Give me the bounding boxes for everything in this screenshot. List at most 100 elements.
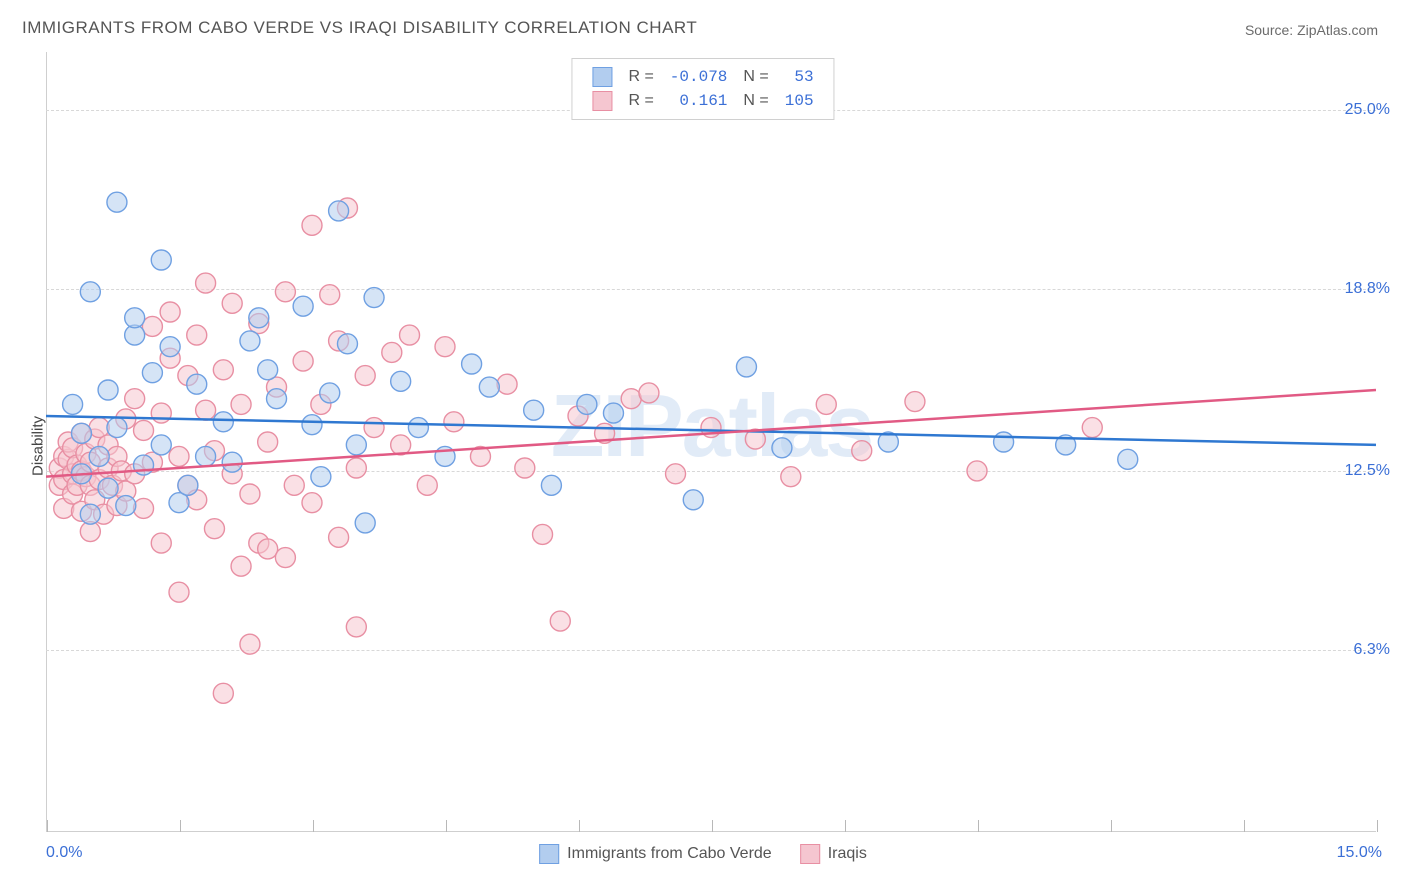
data-point-cabo bbox=[249, 308, 269, 328]
data-point-iraqi bbox=[905, 392, 925, 412]
data-point-iraqi bbox=[169, 446, 189, 466]
data-point-cabo bbox=[320, 383, 340, 403]
data-point-cabo bbox=[187, 374, 207, 394]
data-point-iraqi bbox=[284, 475, 304, 495]
data-point-cabo bbox=[98, 380, 118, 400]
chart-title: IMMIGRANTS FROM CABO VERDE VS IRAQI DISA… bbox=[22, 18, 697, 38]
data-point-cabo bbox=[577, 394, 597, 414]
legend-n-value: 105 bbox=[777, 89, 822, 113]
data-point-cabo bbox=[329, 201, 349, 221]
data-point-iraqi bbox=[275, 282, 295, 302]
data-point-iraqi bbox=[302, 215, 322, 235]
data-point-iraqi bbox=[329, 527, 349, 547]
x-axis-min-label: 0.0% bbox=[46, 844, 82, 862]
data-point-cabo bbox=[258, 360, 278, 380]
data-point-iraqi bbox=[293, 351, 313, 371]
data-point-iraqi bbox=[151, 403, 171, 423]
data-point-cabo bbox=[346, 435, 366, 455]
data-point-iraqi bbox=[417, 475, 437, 495]
data-point-iraqi bbox=[346, 458, 366, 478]
source-link[interactable]: ZipAtlas.com bbox=[1297, 22, 1378, 38]
data-point-cabo bbox=[178, 475, 198, 495]
data-point-iraqi bbox=[444, 412, 464, 432]
legend-series-name: Iraqis bbox=[828, 845, 867, 863]
data-point-iraqi bbox=[160, 302, 180, 322]
data-point-iraqi bbox=[134, 420, 154, 440]
data-point-cabo bbox=[116, 496, 136, 516]
data-point-iraqi bbox=[213, 683, 233, 703]
data-point-cabo bbox=[213, 412, 233, 432]
legend-r-label: R = bbox=[620, 89, 661, 113]
data-point-iraqi bbox=[231, 394, 251, 414]
data-point-cabo bbox=[107, 418, 127, 438]
data-point-cabo bbox=[736, 357, 756, 377]
data-point-cabo bbox=[311, 467, 331, 487]
data-point-cabo bbox=[293, 296, 313, 316]
data-point-iraqi bbox=[196, 273, 216, 293]
chart-canvas bbox=[46, 52, 1376, 832]
data-point-iraqi bbox=[204, 519, 224, 539]
data-point-iraqi bbox=[240, 484, 260, 504]
data-point-cabo bbox=[142, 363, 162, 383]
swatch-icon bbox=[539, 844, 559, 864]
data-point-iraqi bbox=[125, 389, 145, 409]
legend-r-value: 0.161 bbox=[662, 89, 736, 113]
data-point-iraqi bbox=[346, 617, 366, 637]
data-point-iraqi bbox=[134, 498, 154, 518]
data-point-cabo bbox=[63, 394, 83, 414]
legend-row-iraqi: R =0.161N =105 bbox=[584, 89, 821, 113]
data-point-iraqi bbox=[364, 418, 384, 438]
data-point-cabo bbox=[267, 389, 287, 409]
correlation-legend: R =-0.078N =53R =0.161N =105 bbox=[571, 58, 834, 120]
data-point-cabo bbox=[1118, 449, 1138, 469]
data-point-cabo bbox=[151, 435, 171, 455]
data-point-cabo bbox=[683, 490, 703, 510]
data-point-cabo bbox=[107, 192, 127, 212]
data-point-cabo bbox=[151, 250, 171, 270]
legend-r-label: R = bbox=[620, 65, 661, 89]
data-point-cabo bbox=[125, 308, 145, 328]
data-point-cabo bbox=[196, 446, 216, 466]
data-point-iraqi bbox=[222, 293, 242, 313]
data-point-iraqi bbox=[258, 432, 278, 452]
data-point-iraqi bbox=[666, 464, 686, 484]
data-point-cabo bbox=[89, 446, 109, 466]
data-point-iraqi bbox=[515, 458, 535, 478]
data-point-iraqi bbox=[275, 548, 295, 568]
data-point-iraqi bbox=[187, 325, 207, 345]
data-point-cabo bbox=[772, 438, 792, 458]
data-point-iraqi bbox=[142, 316, 162, 336]
data-point-cabo bbox=[355, 513, 375, 533]
swatch-icon bbox=[592, 91, 612, 111]
data-point-cabo bbox=[391, 371, 411, 391]
data-point-cabo bbox=[302, 415, 322, 435]
x-axis-max-label: 15.0% bbox=[1337, 844, 1382, 862]
data-point-iraqi bbox=[400, 325, 420, 345]
legend-n-value: 53 bbox=[777, 65, 822, 89]
legend-n-label: N = bbox=[735, 89, 776, 113]
data-point-iraqi bbox=[169, 582, 189, 602]
data-point-iraqi bbox=[967, 461, 987, 481]
data-point-cabo bbox=[222, 452, 242, 472]
data-point-cabo bbox=[479, 377, 499, 397]
data-point-cabo bbox=[462, 354, 482, 374]
legend-r-value: -0.078 bbox=[662, 65, 736, 89]
y-axis-label: Disability bbox=[30, 416, 47, 476]
source-label: Source: bbox=[1245, 22, 1293, 38]
data-point-cabo bbox=[541, 475, 561, 495]
x-tick bbox=[1377, 820, 1378, 832]
data-point-iraqi bbox=[258, 539, 278, 559]
data-point-iraqi bbox=[781, 467, 801, 487]
data-point-cabo bbox=[408, 418, 428, 438]
data-point-cabo bbox=[160, 337, 180, 357]
swatch-icon bbox=[592, 67, 612, 87]
data-point-iraqi bbox=[240, 634, 260, 654]
data-point-cabo bbox=[98, 478, 118, 498]
legend-row-cabo: R =-0.078N =53 bbox=[584, 65, 821, 89]
data-point-iraqi bbox=[1082, 418, 1102, 438]
legend-series-name: Immigrants from Cabo Verde bbox=[567, 845, 772, 863]
data-point-iraqi bbox=[196, 400, 216, 420]
data-point-iraqi bbox=[816, 394, 836, 414]
data-point-iraqi bbox=[213, 360, 233, 380]
data-point-cabo bbox=[337, 334, 357, 354]
